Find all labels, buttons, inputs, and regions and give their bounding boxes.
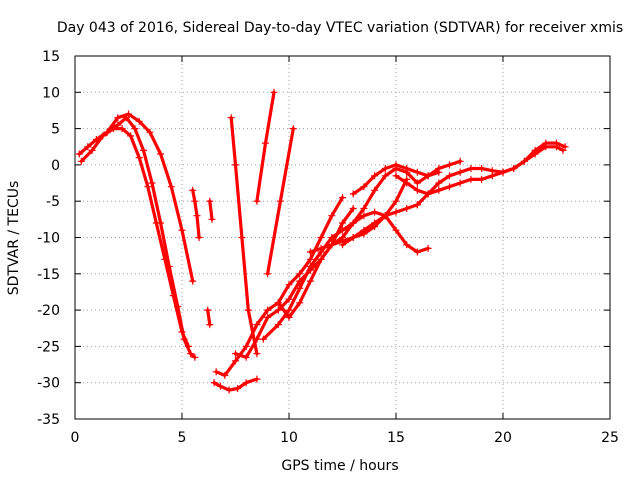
series-track-c — [103, 110, 197, 285]
data-series — [75, 88, 569, 394]
chart-title: Day 043 of 2016, Sidereal Day-to-day VTE… — [57, 20, 623, 36]
data-point — [77, 125, 192, 350]
data-point — [210, 375, 261, 394]
series-track-p — [349, 161, 443, 198]
x-tick-label: 25 — [601, 430, 619, 446]
y-axis-label: SDTVAR / TECUs — [6, 181, 22, 296]
x-tick-label: 5 — [178, 430, 187, 446]
series-track-i — [264, 125, 297, 278]
x-tick-label: 10 — [280, 430, 298, 446]
series-track-d — [210, 375, 261, 394]
series-line — [79, 127, 190, 348]
data-point — [204, 306, 214, 329]
series-track-o — [413, 139, 569, 209]
series-line — [233, 206, 355, 359]
series-track-b — [77, 125, 192, 350]
y-tick-label: -25 — [37, 339, 60, 355]
data-point — [264, 125, 297, 278]
data-point — [253, 88, 278, 205]
series-track-e — [212, 194, 346, 379]
y-tick-label: -35 — [37, 412, 60, 428]
data-point — [103, 110, 197, 285]
y-tick-label: -10 — [37, 231, 60, 247]
x-tick-label: 20 — [494, 430, 512, 446]
series-track-n — [392, 143, 567, 198]
x-tick-label: 0 — [71, 430, 80, 446]
series-track-f — [227, 114, 261, 358]
series-track-k — [274, 208, 432, 321]
series-line — [276, 210, 430, 319]
data-point — [212, 194, 346, 379]
y-tick-label: -30 — [37, 376, 60, 392]
x-tick-label: 15 — [387, 430, 405, 446]
y-tick-label: 10 — [42, 85, 60, 101]
series-line — [229, 116, 259, 356]
data-point — [413, 139, 569, 209]
series-track-h — [253, 88, 278, 205]
axis-ticks: 0 5 10 15 20 25 15 10 5 0 -5 -10 -15 -20 -25 -30 -35 — [37, 49, 619, 446]
series-line — [214, 196, 345, 377]
y-tick-label: -5 — [46, 194, 60, 210]
data-point — [227, 114, 261, 358]
y-tick-label: -20 — [37, 303, 60, 319]
y-tick-label: 0 — [51, 158, 60, 174]
series-line — [415, 141, 567, 207]
y-tick-label: 15 — [42, 49, 60, 65]
y-tick-label: -15 — [37, 267, 60, 283]
grid — [75, 56, 610, 419]
series-line — [191, 188, 201, 240]
data-point — [189, 186, 203, 241]
data-point — [349, 161, 443, 198]
series-track-r — [206, 197, 216, 223]
series-track-q — [189, 186, 203, 241]
y-tick-label: 5 — [51, 122, 60, 138]
x-axis-label: GPS time / hours — [281, 458, 398, 474]
series-line — [255, 90, 276, 203]
data-point — [206, 197, 216, 223]
series-track-s — [204, 306, 214, 329]
